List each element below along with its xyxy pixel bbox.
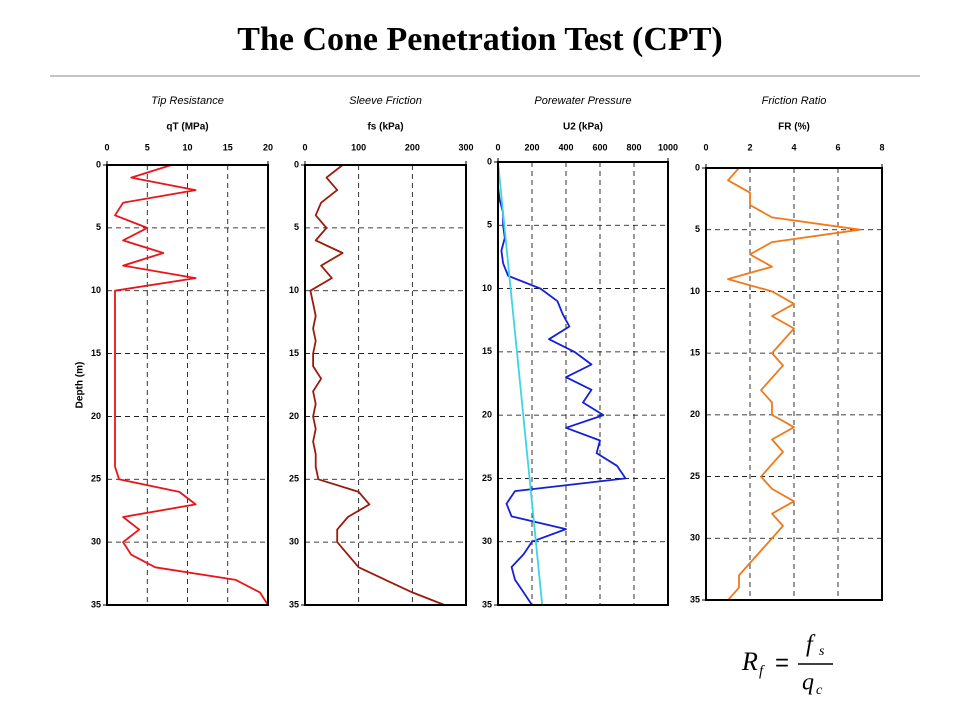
y-tick-label: 0 — [96, 159, 101, 169]
y-tick-label: 5 — [294, 222, 299, 232]
x-tick-label: 15 — [223, 142, 233, 152]
plot-frame — [304, 164, 467, 606]
x-tick-label: 20 — [263, 142, 273, 152]
x-tick-label: 200 — [524, 142, 539, 152]
y-tick-label: 30 — [482, 536, 492, 546]
y-tick-label: 25 — [289, 474, 299, 484]
x-tick-label: 0 — [495, 142, 500, 152]
slide-title: The Cone Penetration Test (CPT) — [237, 21, 722, 58]
y-tick-label: 10 — [289, 285, 299, 295]
y-tick-label: 5 — [96, 222, 101, 232]
x-tick-label: 0 — [302, 142, 307, 152]
formula-num-sub: s — [819, 644, 825, 659]
y-tick-label: 0 — [487, 156, 492, 166]
plot-frame — [497, 161, 669, 606]
y-tick-label: 15 — [289, 348, 299, 358]
y-tick-label: 0 — [294, 159, 299, 169]
formula-lhs-sub: f — [759, 663, 765, 679]
x-tick-label: 1000 — [658, 142, 678, 152]
cpt-chart: Tip Resistance qT (MPa) Depth (m) 0 5 10 15 20 0… — [75, 95, 273, 609]
y-tick-label: 35 — [91, 599, 101, 609]
chart-title: Friction Ratio — [762, 95, 827, 107]
formula-num: f — [806, 632, 816, 658]
y-tick-label: 25 — [91, 474, 101, 484]
y-tick-label: 20 — [482, 410, 492, 420]
y-tick-label: 25 — [690, 471, 700, 481]
x-axis-label: U2 (kPa) — [563, 122, 603, 133]
x-axis-label: FR (%) — [778, 122, 810, 133]
formula-den: q — [802, 670, 814, 696]
chart-title: Sleeve Friction — [349, 95, 422, 107]
plot-frame — [705, 167, 883, 601]
profile-line — [309, 164, 445, 606]
y-tick-label: 15 — [482, 346, 492, 356]
y-tick-label: 10 — [690, 286, 700, 296]
y-tick-label: 30 — [289, 537, 299, 547]
plot-frame — [106, 164, 269, 606]
x-tick-label: 400 — [558, 142, 573, 152]
y-tick-label: 5 — [487, 220, 492, 230]
x-tick-label: 8 — [879, 142, 884, 152]
y-tick-label: 35 — [690, 594, 700, 604]
y-tick-label: 10 — [91, 285, 101, 295]
y-tick-label: 15 — [690, 348, 700, 358]
x-tick-label: 800 — [626, 142, 641, 152]
y-tick-label: 35 — [482, 599, 492, 609]
x-tick-label: 2 — [747, 142, 752, 152]
y-tick-label: 30 — [91, 537, 101, 547]
y-tick-label: 10 — [482, 283, 492, 293]
x-tick-label: 10 — [182, 142, 192, 152]
y-axis-label: Depth (m) — [75, 362, 86, 409]
profile-line — [497, 161, 544, 606]
profile-line — [497, 162, 627, 606]
x-tick-label: 300 — [458, 142, 473, 152]
x-tick-label: 5 — [145, 142, 150, 152]
y-tick-label: 15 — [91, 348, 101, 358]
y-tick-label: 5 — [695, 224, 700, 234]
cpt-chart: Sleeve Friction fs (kPa) 0 100 200 300 0 5 10 15 2… — [289, 95, 474, 609]
x-tick-label: 0 — [104, 142, 109, 152]
y-tick-label: 0 — [695, 162, 700, 172]
x-tick-label: 200 — [405, 142, 420, 152]
x-tick-label: 100 — [351, 142, 366, 152]
x-tick-label: 4 — [791, 142, 796, 152]
formula-lhs: R — [741, 647, 758, 676]
formula-den-sub: c — [816, 683, 823, 698]
profile-line — [727, 167, 861, 601]
x-tick-label: 0 — [703, 142, 708, 152]
x-tick-label: 6 — [835, 142, 840, 152]
x-axis-label: qT (MPa) — [166, 122, 208, 133]
y-tick-label: 25 — [482, 473, 492, 483]
y-tick-label: 20 — [289, 411, 299, 421]
chart-title: Porewater Pressure — [534, 95, 631, 107]
cpt-chart: Friction Ratio FR (%) 0 2 4 6 8 0 5 10 15 20 25 30 35 — [690, 95, 885, 604]
y-tick-label: 20 — [690, 409, 700, 419]
y-tick-label: 20 — [91, 411, 101, 421]
x-axis-label: fs (kPa) — [367, 122, 403, 133]
profile-line — [114, 164, 269, 606]
formula: R f = f s q c — [741, 632, 833, 698]
formula-equals: = — [775, 649, 789, 676]
y-tick-label: 30 — [690, 533, 700, 543]
y-tick-label: 35 — [289, 599, 299, 609]
x-tick-label: 600 — [592, 142, 607, 152]
chart-title: Tip Resistance — [151, 95, 224, 107]
